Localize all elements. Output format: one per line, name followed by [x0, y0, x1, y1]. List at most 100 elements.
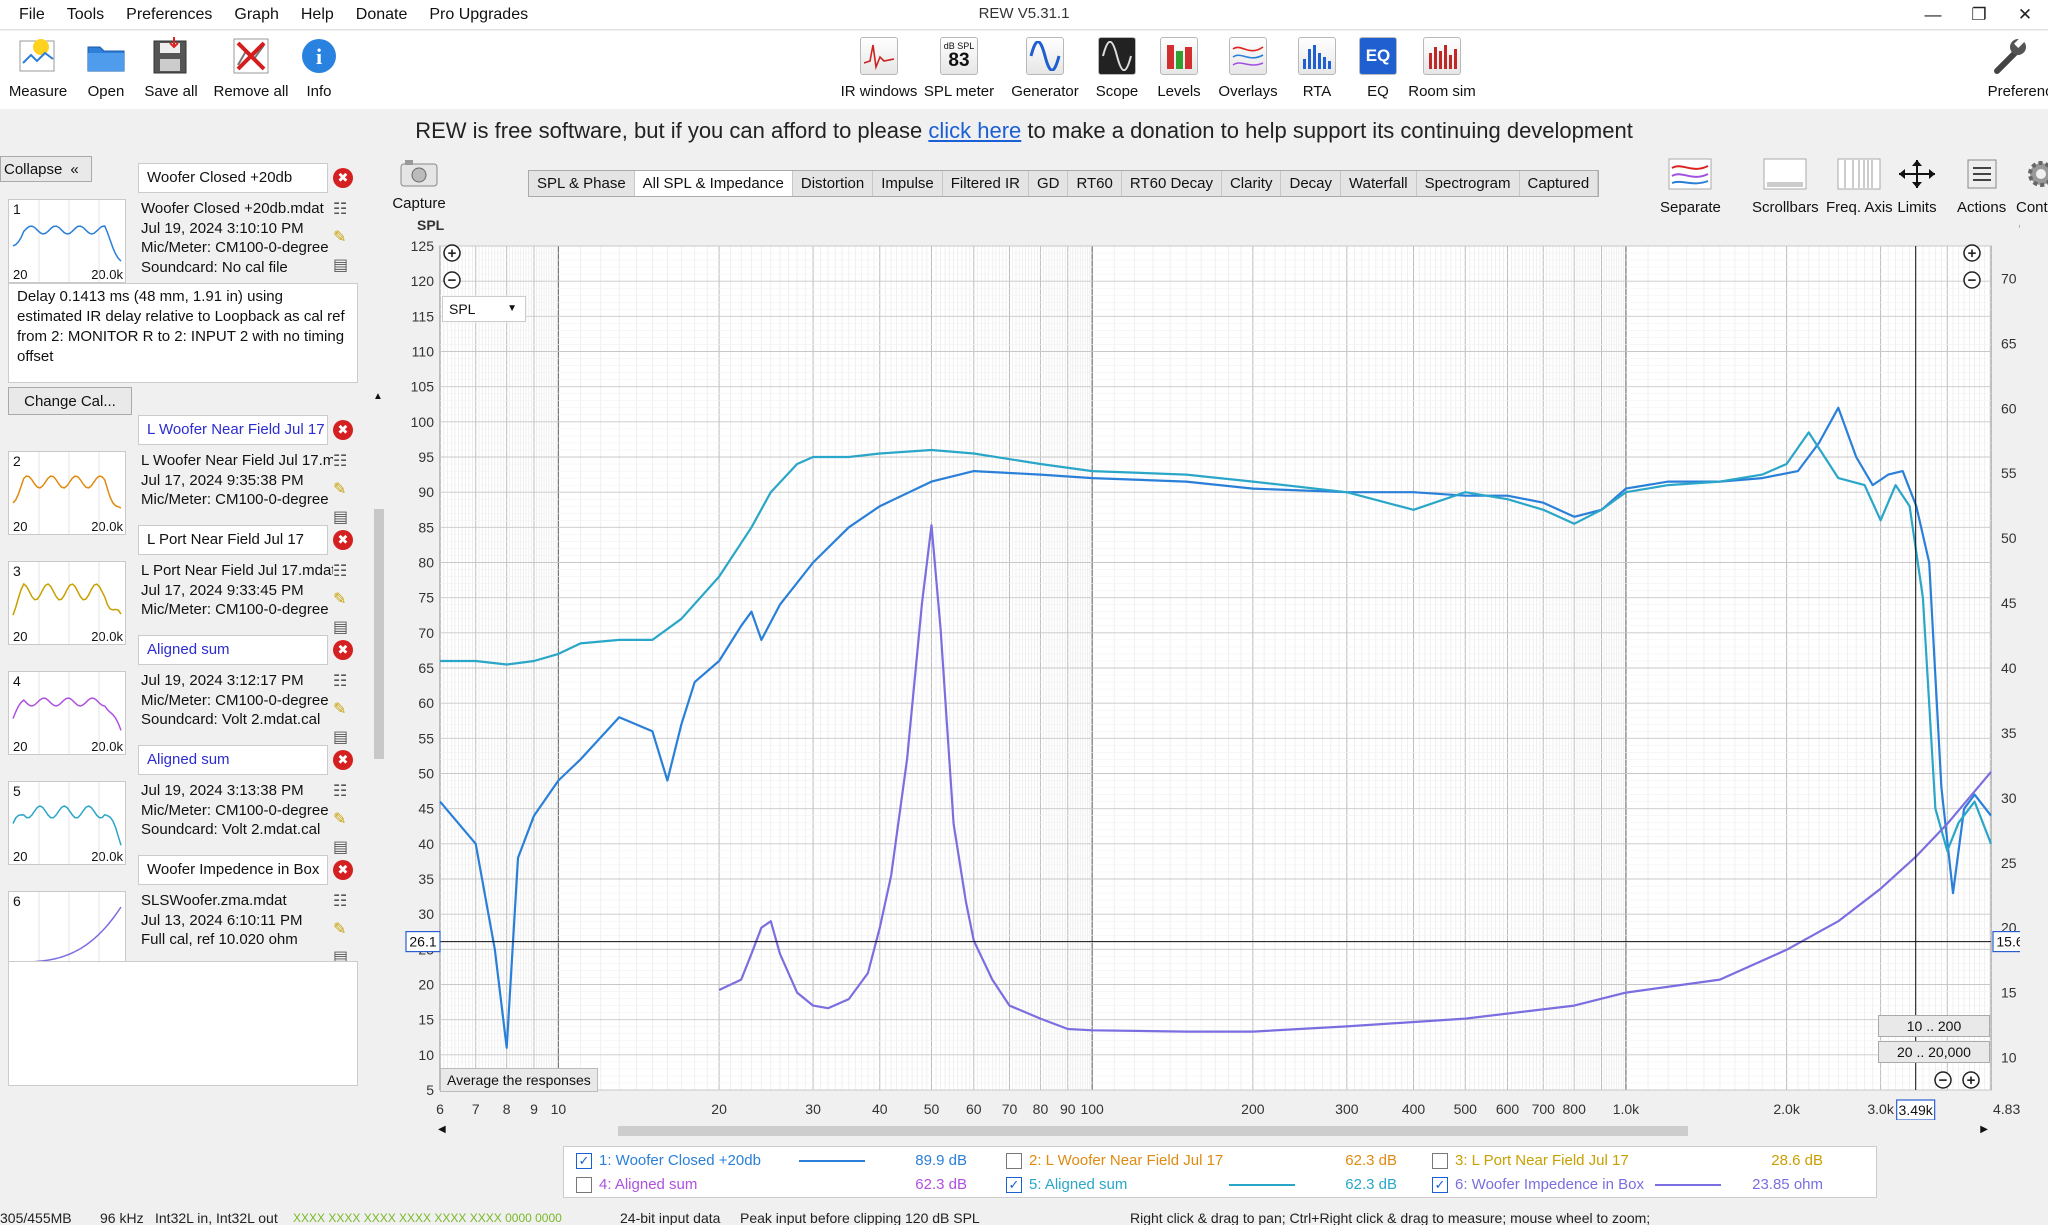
menu-file[interactable]: File — [19, 6, 45, 23]
tab-spectrogram[interactable]: Spectrogram — [1417, 171, 1520, 196]
notes-icon[interactable]: ▤ — [333, 257, 349, 274]
measurement-name-input[interactable]: Aligned sum — [138, 745, 328, 775]
tab-all-spl-impedance[interactable]: All SPL & Impedance — [634, 171, 793, 196]
remove-measurement-icon[interactable]: ✖ — [333, 860, 353, 880]
zoom-out-x-icon[interactable]: − — [1934, 1071, 1952, 1089]
levels-button[interactable]: Levels — [1135, 35, 1223, 100]
notes-icon[interactable]: ▤ — [333, 619, 349, 636]
overlays-button[interactable]: Overlays — [1204, 35, 1292, 100]
notes-icon[interactable]: ▤ — [333, 509, 349, 526]
notes-icon[interactable]: ▤ — [333, 729, 349, 746]
open-button[interactable]: Open — [62, 35, 150, 100]
room-sim-button[interactable]: Room sim — [1398, 35, 1486, 100]
spl-meter-button[interactable]: dB SPL 83 SPL meter — [915, 35, 1003, 100]
menu-graph[interactable]: Graph — [234, 6, 279, 23]
average-responses-button[interactable]: Average the responses — [440, 1068, 598, 1092]
edit-info-icon[interactable]: ☷ — [333, 453, 348, 470]
menu-help[interactable]: Help — [300, 6, 334, 23]
pencil-icon[interactable]: ✎ — [333, 921, 347, 938]
remove-measurement-icon[interactable]: ✖ — [333, 530, 353, 550]
remove-measurement-icon[interactable]: ✖ — [333, 640, 353, 660]
restore-button[interactable]: ❐ — [1971, 5, 1987, 24]
tab-rt60[interactable]: RT60 — [1068, 171, 1122, 196]
pencil-icon[interactable]: ✎ — [333, 481, 347, 498]
remove-measurement-icon[interactable]: ✖ — [333, 168, 353, 188]
zoom-in-icon[interactable]: + — [443, 244, 461, 262]
tab-gd[interactable]: GD — [1029, 171, 1069, 196]
ir-windows-button[interactable]: IR windows — [835, 35, 923, 100]
series-visibility-checkbox[interactable]: ✓ — [1432, 1176, 1448, 1193]
series-visibility-checkbox[interactable]: ✓ — [1006, 1176, 1022, 1193]
separate-button[interactable]: Separate — [1660, 158, 1721, 216]
capture-button[interactable]: Capture — [392, 158, 446, 212]
tab-filtered-ir[interactable]: Filtered IR — [943, 171, 1029, 196]
edit-info-icon[interactable]: ☷ — [333, 783, 348, 800]
limits-button[interactable]: Limits — [1895, 158, 1939, 216]
scope-button[interactable]: Scope — [1073, 35, 1161, 100]
range-20-20000-button[interactable]: 20 .. 20,000 — [1878, 1041, 1990, 1063]
change-cal-button[interactable]: Change Cal... — [8, 387, 132, 415]
measurement-name-input[interactable]: Woofer Impedence in Box — [138, 855, 328, 885]
graph-horizontal-scrollbar[interactable]: ◀ ▶ — [438, 1122, 1988, 1140]
freq-axis-button[interactable]: Freq. Axis — [1826, 158, 1893, 216]
measurement-scrollbar[interactable]: ▲ ▼ — [372, 391, 386, 1225]
collapse-button[interactable]: Collapse « — [0, 156, 92, 182]
series-visibility-checkbox[interactable] — [576, 1176, 592, 1193]
series-visibility-checkbox[interactable] — [1432, 1152, 1448, 1169]
measurement-thumbnail[interactable]: 1 20 20.0k — [8, 199, 126, 283]
tab-spl-phase[interactable]: SPL & Phase — [529, 171, 635, 196]
save-all-button[interactable]: Save all — [127, 35, 215, 100]
scrollbar-thumb[interactable] — [618, 1126, 1688, 1136]
remove-measurement-icon[interactable]: ✖ — [333, 420, 353, 440]
pencil-icon[interactable]: ✎ — [333, 591, 347, 608]
measure-button[interactable]: Measure — [0, 35, 82, 100]
pencil-icon[interactable]: ✎ — [333, 229, 347, 246]
series-visibility-checkbox[interactable]: ✓ — [576, 1152, 592, 1169]
scroll-right-icon[interactable]: ▶ — [1980, 1124, 1988, 1135]
pencil-icon[interactable]: ✎ — [333, 811, 347, 828]
actions-button[interactable]: Actions — [1957, 158, 2006, 216]
tab-rt60-decay[interactable]: RT60 Decay — [1122, 171, 1222, 196]
scroll-left-icon[interactable]: ◀ — [438, 1124, 446, 1135]
donation-link[interactable]: click here — [928, 118, 1022, 143]
graph-plot[interactable]: 5 10 15 20 25 30 35 40 45 50 55 60 65 70 75 80 85 90 95 100… — [395, 210, 2048, 1121]
zoom-in-right-icon[interactable]: + — [1963, 244, 1981, 262]
tab-clarity[interactable]: Clarity — [1222, 171, 1282, 196]
eq-button[interactable]: EQ EQ — [1334, 35, 1422, 100]
edit-info-icon[interactable]: ☷ — [333, 893, 348, 910]
zoom-out-right-icon[interactable]: − — [1963, 271, 1981, 289]
edit-info-icon[interactable]: ☷ — [333, 201, 348, 218]
tab-captured[interactable]: Captured — [1520, 171, 1599, 196]
scrollbars-button[interactable]: Scrollbars — [1752, 158, 1819, 216]
remove-all-button[interactable]: Remove all — [207, 35, 295, 100]
measurement-thumbnail[interactable]: 3 20 20.0k — [8, 561, 126, 645]
menu-pro-upgrades[interactable]: Pro Upgrades — [429, 6, 529, 23]
measurement-thumbnail[interactable]: 4 20 20.0k — [8, 671, 126, 755]
rta-button[interactable]: RTA — [1273, 35, 1361, 100]
measurement-name-input[interactable]: Woofer Closed +20db — [138, 163, 328, 193]
controls-button[interactable]: Contro — [2004, 158, 2048, 216]
measurement-name-input[interactable]: L Port Near Field Jul 17 — [138, 525, 328, 555]
measurement-thumbnail[interactable]: 2 20 20.0k — [8, 451, 126, 535]
minimize-button[interactable]: — — [1924, 5, 1942, 24]
scroll-up-icon[interactable]: ▲ — [373, 391, 383, 402]
edit-info-icon[interactable]: ☷ — [333, 563, 348, 580]
close-window-button[interactable]: ✕ — [2017, 5, 2033, 24]
menu-tools[interactable]: Tools — [66, 6, 105, 23]
info-button[interactable]: i Info — [275, 35, 363, 100]
measurement-name-input[interactable]: L Woofer Near Field Jul 17 — [138, 415, 328, 445]
tab-impulse[interactable]: Impulse — [873, 171, 943, 196]
preferences-button[interactable]: Preferences — [1964, 35, 2048, 100]
measurement-thumbnail[interactable]: 5 20 20.0k — [8, 781, 126, 865]
remove-measurement-icon[interactable]: ✖ — [333, 750, 353, 770]
tab-decay[interactable]: Decay — [1281, 171, 1342, 196]
zoom-in-x-icon[interactable]: + — [1962, 1071, 1980, 1089]
menu-donate[interactable]: Donate — [355, 6, 408, 23]
measurement-name-input[interactable]: Aligned sum — [138, 635, 328, 665]
generator-button[interactable]: Generator — [1001, 35, 1089, 100]
tab-distortion[interactable]: Distortion — [793, 171, 874, 196]
graph-area[interactable]: 5 10 15 20 25 30 35 40 45 50 55 60 65 70 75 80 85 90 95 100… — [395, 210, 2048, 1121]
spl-dropdown[interactable]: SPL ▼ — [442, 296, 526, 322]
notes-icon[interactable]: ▤ — [333, 839, 349, 856]
scrollbar-thumb[interactable] — [374, 509, 384, 759]
